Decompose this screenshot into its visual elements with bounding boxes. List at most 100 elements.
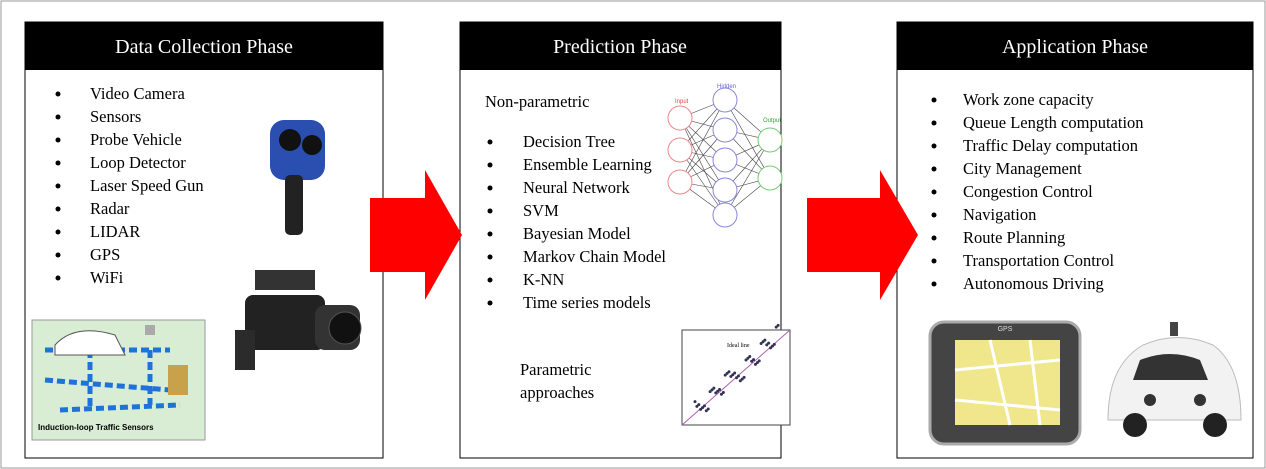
plot-dot [767,341,771,345]
nn-label: Hidden [717,84,736,90]
camcorder-image [235,270,362,370]
bullet [487,231,493,237]
plot-dot [702,404,706,408]
bullet [55,252,61,258]
list-item: Ensemble Learning [523,155,652,174]
plot-dot [725,371,729,375]
panel-header [897,22,1253,70]
plot-dot [776,323,780,327]
nn-edge [679,117,726,191]
list-item: K-NN [523,270,564,289]
plot-dot [763,338,767,342]
plot-dot [719,392,723,396]
bullet [487,208,493,214]
scatter-plot-image: Ideal line [681,323,791,426]
plot-dot [742,375,746,379]
plot-dot [704,409,708,413]
list-item: Work zone capacity [963,90,1094,109]
list-item: Loop Detector [90,153,186,172]
plot-dot [744,358,748,362]
section-label: approaches [520,383,594,402]
bullet [931,143,937,149]
list-item: SVM [523,201,559,220]
plot-dot [706,407,710,411]
speed-gun-image [270,120,325,235]
plot-dot [769,346,773,350]
plot-dot [723,373,727,377]
panel-header [25,22,383,70]
plot-dot [721,391,725,394]
bullet [931,97,937,103]
bullet [931,258,937,264]
plot-dot [699,407,703,411]
nn-label: Output [763,118,781,124]
plot-dot [772,342,776,346]
list-item: Traffic Delay computation [963,136,1138,155]
panel-title: Prediction Phase [553,36,687,58]
nn-node [757,127,783,153]
bullet [55,183,61,189]
nn-node [667,137,693,163]
nn-node [712,147,738,173]
bullet [55,114,61,120]
list-item: Autonomous Driving [963,274,1104,293]
list-item: Queue Length computation [963,113,1144,132]
bullet [931,281,937,287]
bullet [55,91,61,97]
plot-dot [712,386,716,390]
bullet [55,229,61,235]
bullet [55,160,61,166]
nn-node [712,117,738,143]
list-item: WiFi [90,268,124,287]
list-item: Congestion Control [963,182,1093,201]
plot-dot [736,374,740,378]
list-item: Transportation Control [963,251,1115,270]
plot-dot [746,356,750,360]
bullet [55,137,61,143]
plot-dot [757,359,761,363]
caption: Induction-loop Traffic Sensors [38,423,154,432]
plot-dot [752,358,756,362]
plot-dot [761,340,765,344]
list-item: Probe Vehicle [90,130,182,149]
nn-edge [724,139,771,216]
list-item: Time series models [523,293,651,312]
bullet [487,300,493,306]
plot-dot [718,387,722,391]
plot-dot [738,379,742,383]
list-item: Neural Network [523,178,631,197]
plot-dot [695,404,699,408]
panel-title: Application Phase [1002,36,1148,58]
panel-header [460,22,781,70]
bullet [931,166,937,172]
list-item: Bayesian Model [523,224,631,243]
plot-dot [714,391,718,395]
bullet [487,254,493,260]
plot-dot [716,389,720,393]
plot-dot [774,325,778,329]
nn-node [712,177,738,203]
nn-node [667,169,693,195]
plot-dot [729,374,733,378]
list-item: Decision Tree [523,132,615,151]
plot-dot [759,342,763,346]
nn-node [712,87,738,113]
list-item: LIDAR [90,222,140,241]
bullet [487,139,493,145]
sensor-image: Induction-loop Traffic Sensors [31,319,206,441]
plot-dot [753,362,757,366]
plot-dot [733,371,737,375]
plot-dot [735,376,739,380]
list-item: Video Camera [90,84,185,103]
plot-dot [708,390,712,394]
panel-title: Data Collection Phase [115,36,293,58]
nn-edge [679,99,726,183]
device-label: GPS [998,326,1013,333]
list-item: Laser Speed Gun [90,176,204,195]
bullet [55,206,61,212]
arrow [807,170,918,300]
plot-dot [731,373,735,377]
neural-network-image: Input Hidden Output [667,84,783,228]
bullet [931,120,937,126]
